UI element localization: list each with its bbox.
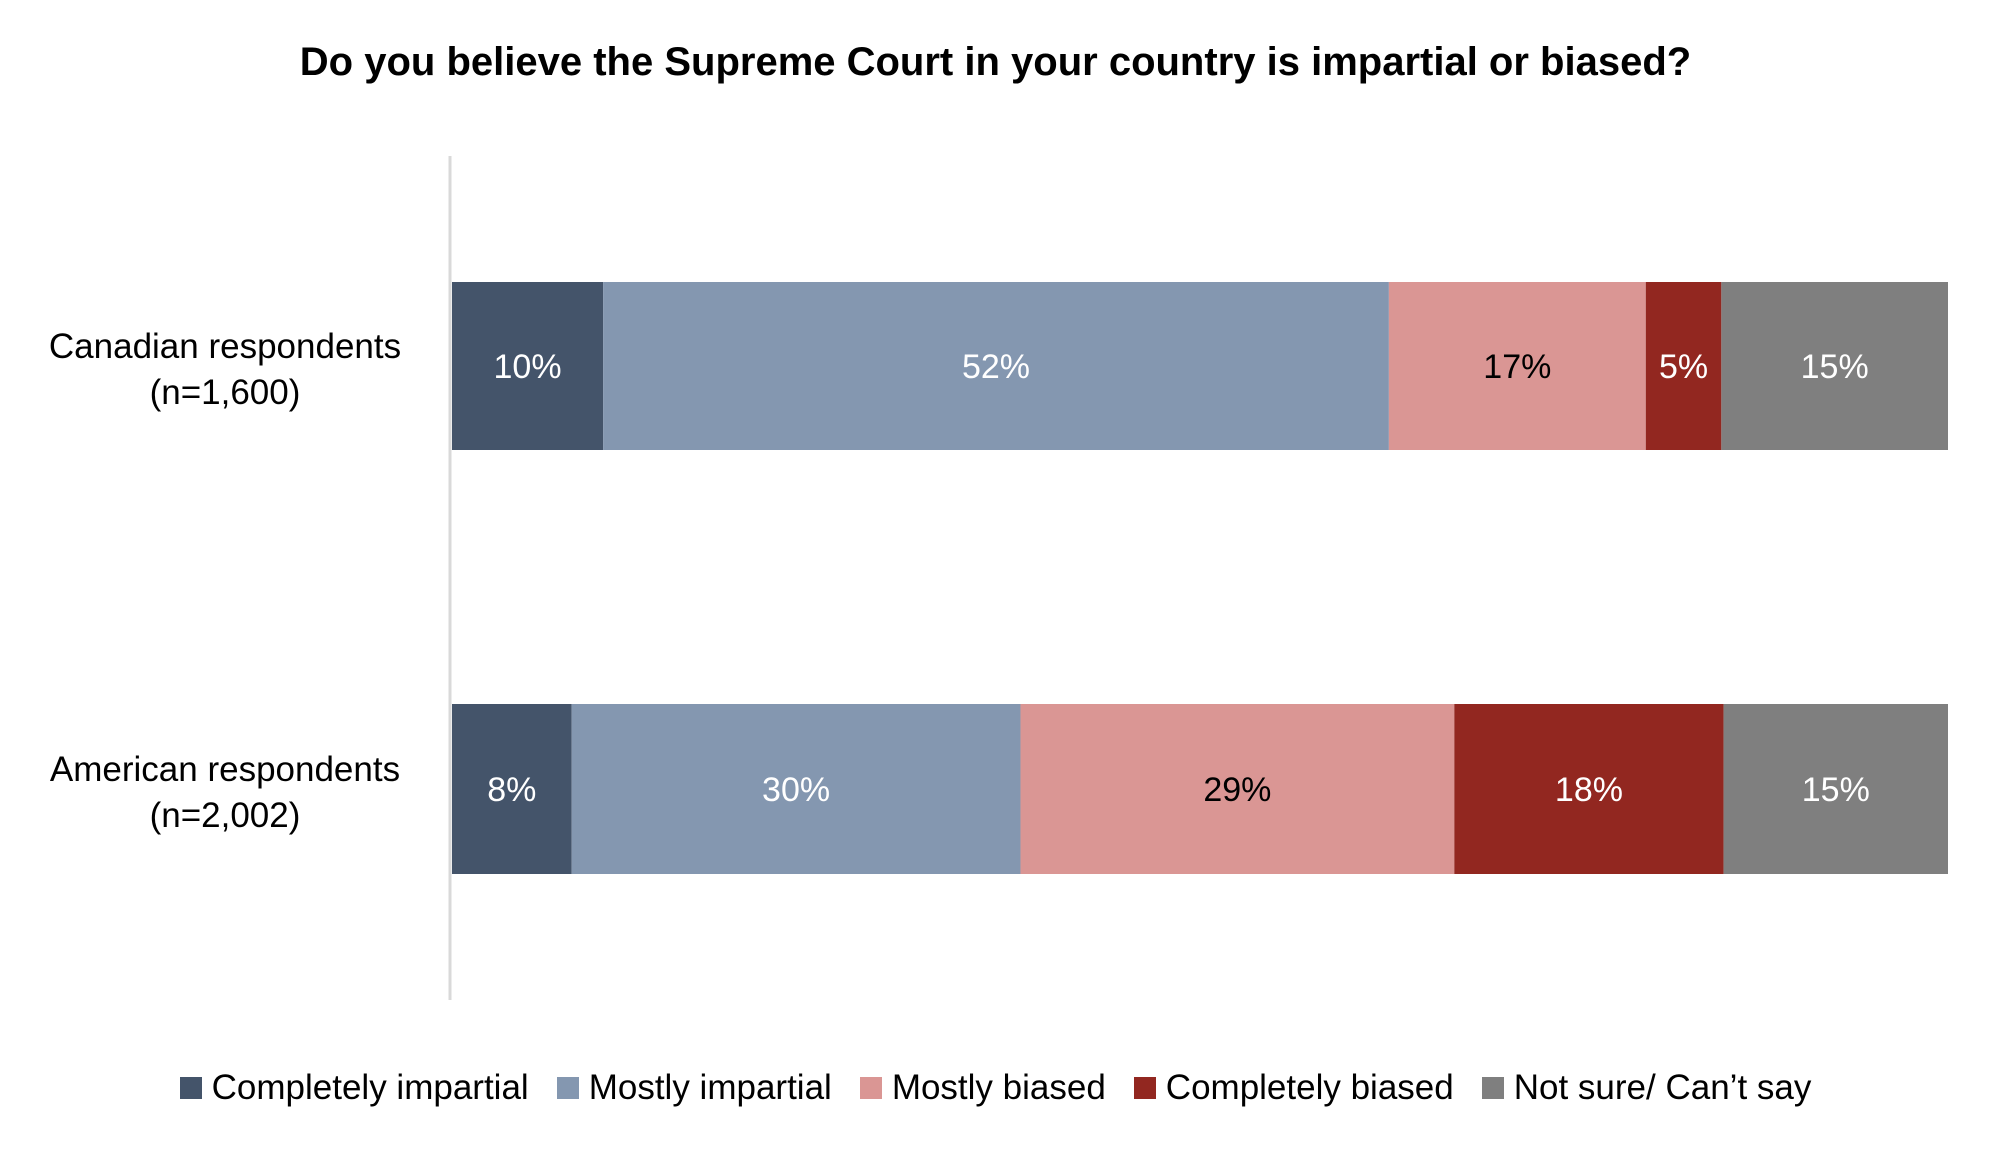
category-label: Canadian respondents bbox=[49, 327, 401, 366]
data-label: 30% bbox=[762, 771, 830, 809]
data-label: 29% bbox=[1203, 771, 1271, 809]
legend-label: Mostly biased bbox=[891, 1068, 1106, 1107]
legend-swatch bbox=[1481, 1077, 1504, 1099]
legend-item: Mostly impartial bbox=[556, 1068, 832, 1108]
legend-label: Completely impartial bbox=[211, 1068, 529, 1107]
category-label: American respondents bbox=[50, 750, 400, 789]
legend-swatch bbox=[859, 1077, 882, 1099]
bar-segment bbox=[452, 282, 604, 450]
legend-swatch bbox=[556, 1077, 579, 1099]
legend-swatch bbox=[1133, 1077, 1156, 1099]
bar-segment bbox=[1723, 704, 1948, 874]
bar-segment bbox=[1388, 282, 1646, 450]
legend-item: Not sure/ Can’t say bbox=[1481, 1068, 1812, 1108]
legend-swatch bbox=[179, 1077, 202, 1099]
bar-segment bbox=[1454, 704, 1724, 874]
data-label: 8% bbox=[487, 771, 536, 809]
data-label: 17% bbox=[1483, 348, 1551, 386]
data-label: 5% bbox=[1659, 348, 1708, 386]
bar-segment bbox=[1020, 704, 1455, 874]
chart-title: Do you believe the Supreme Court in your… bbox=[299, 40, 1692, 84]
data-label: 52% bbox=[962, 348, 1030, 386]
legend-label: Not sure/ Can’t say bbox=[1513, 1068, 1812, 1107]
bar-segment bbox=[571, 704, 1021, 874]
legend-item: Completely biased bbox=[1133, 1068, 1454, 1108]
category-label: (n=2,002) bbox=[150, 796, 301, 835]
legend-label: Mostly impartial bbox=[588, 1068, 832, 1107]
legend-item: Mostly biased bbox=[859, 1068, 1106, 1108]
legend: Completely impartial Mostly impartial Most… bbox=[0, 1068, 1991, 1108]
bar-segment bbox=[1645, 282, 1722, 450]
bar-segment bbox=[603, 282, 1389, 450]
legend-label: Completely biased bbox=[1165, 1068, 1454, 1107]
bar-segment bbox=[1721, 282, 1948, 450]
data-label: 10% bbox=[494, 348, 562, 386]
category-label: (n=1,600) bbox=[150, 373, 301, 412]
data-label: 15% bbox=[1802, 771, 1870, 809]
data-label: 15% bbox=[1801, 348, 1869, 386]
data-label: 18% bbox=[1555, 771, 1623, 809]
legend-item: Completely impartial bbox=[179, 1068, 529, 1108]
bar-segment bbox=[452, 704, 572, 874]
